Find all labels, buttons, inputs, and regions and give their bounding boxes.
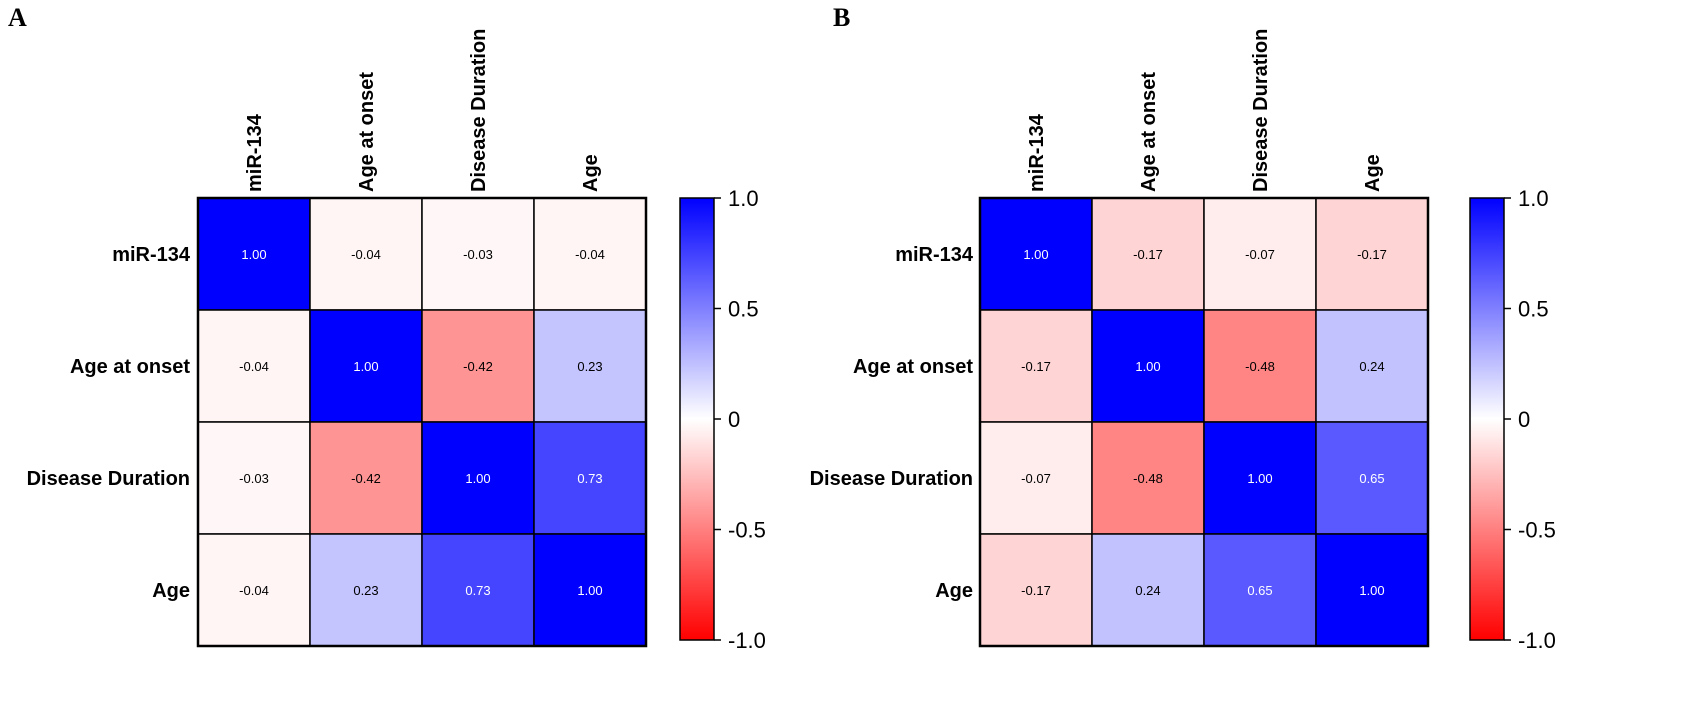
- row-label-age: Age: [935, 580, 973, 602]
- col-label-disease-duration: Disease Duration: [468, 29, 490, 192]
- col-label-age: Age: [1362, 154, 1384, 192]
- cell-value-label: -0.03: [463, 247, 493, 262]
- heatmap-cell: [1091, 533, 1205, 647]
- cell-value-label: -0.48: [1245, 359, 1275, 374]
- cell-value-label: -0.04: [575, 247, 605, 262]
- panel-label: B: [833, 3, 850, 32]
- cell-value-label: 1.00: [1359, 583, 1384, 598]
- colorbar: [1469, 197, 1505, 641]
- colorbar-tick-label: -1.0: [728, 628, 766, 653]
- heatmap-cell: [309, 421, 423, 535]
- cell-value-label: -0.42: [351, 471, 381, 486]
- cell-value-label: -0.04: [239, 359, 269, 374]
- colorbar-tick-label: 0.5: [728, 297, 759, 322]
- row-label-disease-duration: Disease Duration: [810, 468, 973, 490]
- heatmap-border: [978, 196, 1430, 648]
- heatmap-cell: [979, 309, 1093, 423]
- heatmap-cell: [1315, 533, 1429, 647]
- colorbar-tick-label: -0.5: [728, 518, 766, 543]
- row-label-age-at-onset: Age at onset: [70, 356, 190, 378]
- cell-value-label: 0.23: [577, 359, 602, 374]
- cell-value-label: 1.00: [353, 359, 378, 374]
- colorbar-tick-label: 0.5: [1518, 297, 1549, 322]
- row-label-age-at-onset: Age at onset: [853, 356, 973, 378]
- colorbar: [679, 197, 715, 641]
- heatmap-cell: [533, 533, 647, 647]
- row-label-mir-134: miR-134: [112, 244, 191, 266]
- cell-value-label: 1.00: [577, 583, 602, 598]
- heatmap-cell: [1091, 421, 1205, 535]
- colorbar-tick-label: -0.5: [1518, 518, 1556, 543]
- cell-value-label: -0.17: [1357, 247, 1387, 262]
- heatmap-cell: [309, 197, 423, 311]
- cell-value-label: 0.65: [1359, 471, 1384, 486]
- heatmap-cell: [533, 197, 647, 311]
- cell-value-label: -0.17: [1133, 247, 1163, 262]
- heatmap-cell: [197, 309, 311, 423]
- colorbar-tick-label: 0: [1518, 407, 1530, 432]
- heatmap-cell: [979, 197, 1093, 311]
- cell-value-label: -0.17: [1021, 359, 1051, 374]
- heatmap-cell: [1203, 197, 1317, 311]
- cell-value-label: -0.07: [1245, 247, 1275, 262]
- heatmap-cell: [197, 533, 311, 647]
- cell-value-label: -0.07: [1021, 471, 1051, 486]
- colorbar-tick-label: 1.0: [1518, 186, 1549, 211]
- cell-value-label: 0.73: [465, 583, 490, 598]
- heatmap-panel-b: B1.00 -0.17 -0.07 -0.17-0.17 1.00 -0.48 0.24-0…: [810, 3, 1556, 653]
- cell-value-label: 0.73: [577, 471, 602, 486]
- row-label-disease-duration: Disease Duration: [27, 468, 190, 490]
- cell-value-label: -0.17: [1021, 583, 1051, 598]
- heatmap-panel-a: A1.00 -0.04 -0.03 -0.04-0.04 1.00 -0.42 0.23-0…: [8, 3, 766, 653]
- heatmap-cell: [979, 533, 1093, 647]
- heatmap-cell: [309, 309, 423, 423]
- colorbar-tick-label: -1.0: [1518, 628, 1556, 653]
- row-label-age: Age: [152, 580, 190, 602]
- cell-value-label: 1.00: [1023, 247, 1048, 262]
- heatmap-cell: [533, 309, 647, 423]
- cell-value-label: -0.04: [239, 583, 269, 598]
- cell-value-label: 1.00: [1135, 359, 1160, 374]
- col-label-age-at-onset: Age at onset: [1138, 72, 1160, 192]
- cell-value-label: -0.03: [239, 471, 269, 486]
- cell-value-label: -0.42: [463, 359, 493, 374]
- cell-value-label: 1.00: [465, 471, 490, 486]
- col-label-mir-134: miR-134: [1026, 113, 1048, 192]
- heatmap-cell: [1315, 197, 1429, 311]
- heatmap-cell: [1203, 309, 1317, 423]
- cell-value-label: 0.65: [1247, 583, 1272, 598]
- cell-value-label: 0.24: [1359, 359, 1384, 374]
- cell-value-label: 1.00: [241, 247, 266, 262]
- heatmap-cell: [533, 421, 647, 535]
- cell-value-label: 0.24: [1135, 583, 1160, 598]
- panel-label: A: [8, 3, 27, 32]
- cell-value-label: 0.23: [353, 583, 378, 598]
- colorbar-tick-label: 0: [728, 407, 740, 432]
- heatmap-cell: [1091, 309, 1205, 423]
- row-label-mir-134: miR-134: [895, 244, 974, 266]
- cell-value-label: -0.48: [1133, 471, 1163, 486]
- cell-value-label: -0.04: [351, 247, 381, 262]
- colorbar-tick-label: 1.0: [728, 186, 759, 211]
- col-label-mir-134: miR-134: [244, 113, 266, 192]
- heatmap-cell: [197, 197, 311, 311]
- heatmap-border: [196, 196, 648, 648]
- heatmap-cell: [309, 533, 423, 647]
- col-label-age-at-onset: Age at onset: [356, 72, 378, 192]
- col-label-disease-duration: Disease Duration: [1250, 29, 1272, 192]
- col-label-age: Age: [580, 154, 602, 192]
- cell-value-label: 1.00: [1247, 471, 1272, 486]
